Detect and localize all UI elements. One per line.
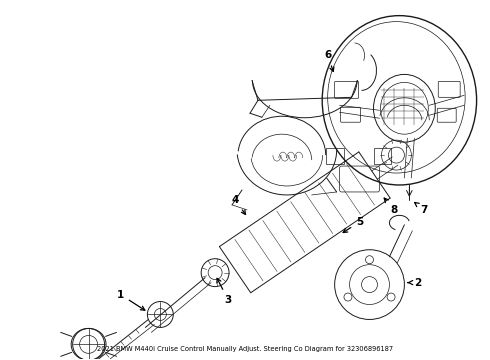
Text: 6: 6 xyxy=(324,50,334,71)
Text: 4: 4 xyxy=(231,195,245,215)
Text: 2021 BMW M440i Cruise Control Manually Adjust. Steering Co Diagram for 323068961: 2021 BMW M440i Cruise Control Manually A… xyxy=(97,346,393,352)
Text: 8: 8 xyxy=(384,198,398,215)
Text: 5: 5 xyxy=(343,217,363,233)
Text: 2: 2 xyxy=(408,278,421,288)
Text: 1: 1 xyxy=(117,289,145,310)
Text: 7: 7 xyxy=(415,202,428,215)
Text: 3: 3 xyxy=(217,278,232,305)
